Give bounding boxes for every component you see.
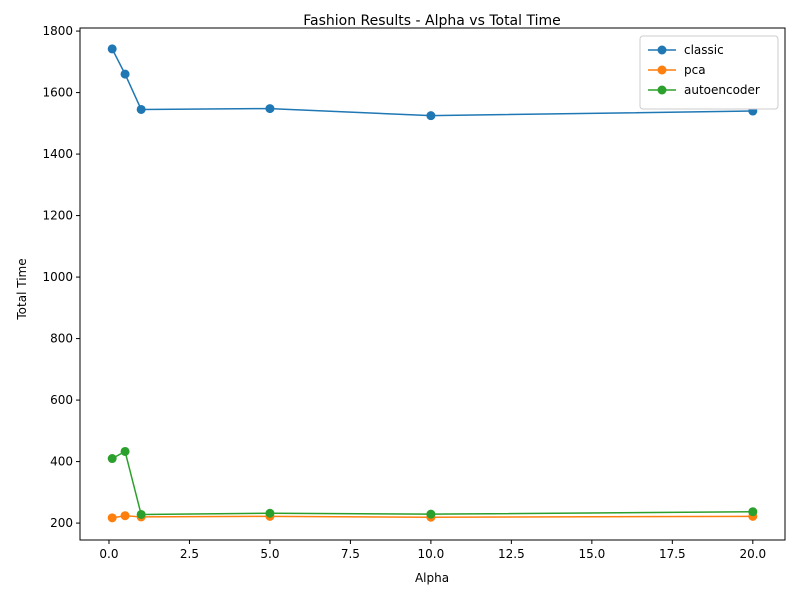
- x-tick-label: 7.5: [341, 547, 360, 561]
- y-tick-label: 1600: [42, 86, 73, 100]
- series-autoencoder: [107, 446, 758, 519]
- data-point-autoencoder: [748, 507, 758, 517]
- x-tick-label: 12.5: [498, 547, 525, 561]
- y-tick-label: 1800: [42, 24, 73, 38]
- y-axis-label: Total Time: [15, 258, 29, 320]
- data-point-autoencoder: [265, 508, 275, 518]
- data-point-classic: [107, 44, 117, 54]
- legend-label-classic: classic: [684, 43, 724, 57]
- y-tick-label: 800: [50, 332, 73, 346]
- x-axis: 0.0 2.5 5.0 7.5 10.0 12.5 15.0 17.5 20.0: [99, 540, 766, 561]
- y-tick-label: 1000: [42, 270, 73, 284]
- data-point-pca: [107, 513, 117, 523]
- data-point-classic: [426, 111, 436, 121]
- x-tick-label: 5.0: [260, 547, 279, 561]
- legend: classic pca autoencoder: [639, 35, 779, 110]
- legend-marker-pca: [657, 65, 667, 75]
- y-tick-label: 200: [50, 516, 73, 530]
- legend-label-autoencoder: autoencoder: [684, 83, 760, 97]
- x-tick-label: 10.0: [418, 547, 445, 561]
- data-point-pca: [120, 511, 130, 521]
- data-point-classic: [265, 104, 275, 114]
- data-point-autoencoder: [426, 509, 436, 519]
- y-tick-label: 600: [50, 393, 73, 407]
- x-tick-label: 20.0: [739, 547, 766, 561]
- x-tick-label: 17.5: [659, 547, 686, 561]
- data-point-autoencoder: [120, 446, 130, 456]
- chart-title: Fashion Results - Alpha vs Total Time: [303, 13, 561, 29]
- y-tick-label: 400: [50, 455, 73, 469]
- x-tick-label: 0.0: [99, 547, 118, 561]
- y-axis: 200 400 600 800 1000 1200 1400 1600 1800: [42, 24, 80, 530]
- data-point-classic: [136, 104, 146, 114]
- series-classic: [107, 44, 758, 121]
- legend-marker-classic: [657, 45, 667, 55]
- data-point-autoencoder: [136, 509, 146, 519]
- data-point-classic: [120, 69, 130, 79]
- y-tick-label: 1200: [42, 209, 73, 223]
- legend-label-pca: pca: [684, 63, 706, 77]
- y-tick-label: 1400: [42, 147, 73, 161]
- x-tick-label: 15.0: [578, 547, 605, 561]
- plot-area: [79, 27, 786, 541]
- series-line-autoencoder: [111, 450, 753, 516]
- legend-marker-autoencoder: [657, 85, 667, 95]
- series-layer: [107, 44, 758, 523]
- data-point-autoencoder: [107, 454, 117, 464]
- x-tick-label: 2.5: [180, 547, 199, 561]
- x-axis-label: Alpha: [415, 571, 449, 585]
- series-line-classic: [111, 48, 753, 117]
